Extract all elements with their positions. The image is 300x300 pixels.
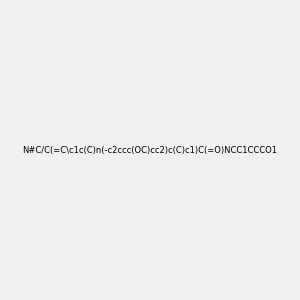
Text: N#C/C(=C\c1c(C)n(-c2ccc(OC)cc2)c(C)c1)C(=O)NCC1CCCO1: N#C/C(=C\c1c(C)n(-c2ccc(OC)cc2)c(C)c1)C(… — [22, 146, 278, 154]
